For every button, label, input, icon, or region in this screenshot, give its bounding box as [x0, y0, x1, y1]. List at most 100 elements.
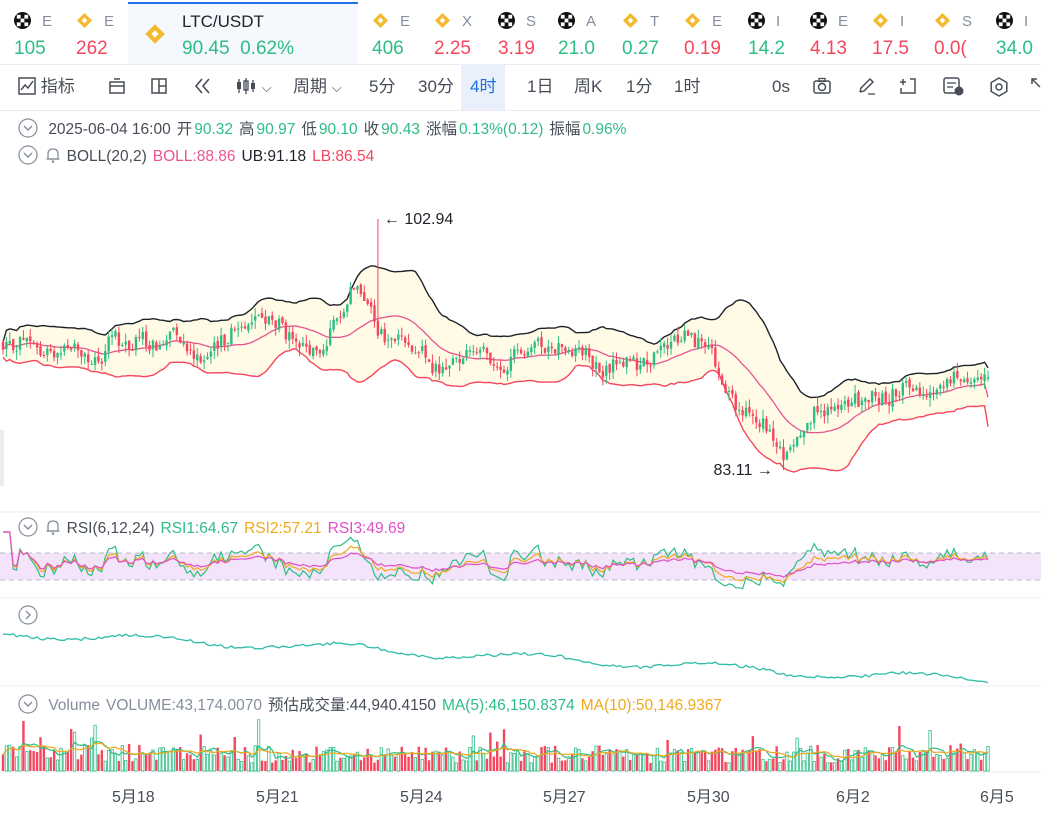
ticker-item[interactable]: S 3.19	[498, 6, 550, 62]
candlestick	[823, 403, 826, 424]
ticker-item[interactable]: E 0.19	[684, 6, 736, 62]
ohlc-legend: 2025-06-04 16:00 开 90.32 高 90.97 低 90.10 收 90.43…	[18, 117, 632, 139]
candlestick	[570, 347, 574, 358]
candlestick	[349, 281, 352, 306]
candlestick	[686, 329, 690, 336]
collapse-icon[interactable]	[18, 118, 38, 138]
candlestick	[175, 323, 179, 342]
volume-bar	[938, 755, 942, 772]
bell-icon[interactable]	[44, 518, 62, 536]
interval-tab[interactable]: 周K	[574, 77, 603, 96]
interval-tab[interactable]: 4时	[461, 64, 506, 110]
ticker-item[interactable]: LTC/USDT 90.45 0.62%	[128, 2, 358, 64]
volume-bar	[546, 747, 550, 772]
candlestick	[482, 342, 485, 352]
volume-bar	[570, 754, 574, 771]
candlestick	[564, 345, 567, 356]
volume-bar	[775, 746, 778, 771]
third-pane-toggle[interactable]	[18, 605, 38, 630]
collapse-icon[interactable]	[18, 517, 38, 537]
candlestick	[922, 386, 925, 400]
volume-bar	[850, 759, 854, 772]
collapse-icon[interactable]	[18, 145, 38, 165]
volume-bar	[148, 753, 151, 771]
collapse-icon[interactable]	[18, 694, 38, 714]
ticker-item[interactable]: E 262	[76, 6, 128, 62]
candlestick	[369, 297, 373, 314]
volume-bar	[35, 752, 39, 771]
ticker-item[interactable]: I 34.0	[996, 6, 1041, 62]
volume-bar	[383, 754, 386, 771]
volume-bar	[969, 754, 973, 772]
chart-type-button[interactable]: ⌵	[235, 64, 272, 110]
pencil-icon[interactable]	[857, 77, 877, 95]
interval-tab[interactable]: 1日	[527, 77, 554, 96]
interval-tab[interactable]: 1时	[674, 77, 701, 96]
candlestick	[618, 356, 622, 364]
candlestick	[25, 337, 29, 348]
candlestick	[179, 336, 182, 344]
volume-bar	[642, 753, 646, 772]
camera-icon[interactable]	[812, 77, 832, 95]
chevron-right-icon[interactable]	[18, 605, 38, 625]
volume-bar	[427, 760, 431, 771]
candlestick	[32, 339, 35, 345]
scroll-handle[interactable]	[0, 430, 4, 486]
candlestick	[492, 357, 495, 372]
ticker-item[interactable]: I 14.2	[748, 6, 800, 62]
candlestick	[209, 346, 213, 364]
volume-bar	[625, 749, 629, 772]
candlestick	[414, 346, 417, 355]
candlestick	[465, 344, 468, 362]
indicators-button[interactable]: 指标	[18, 64, 75, 110]
period-button[interactable]: 周期 ⌵	[293, 64, 342, 110]
candlestick	[870, 390, 874, 407]
volume-bar	[812, 761, 816, 772]
ticker-item[interactable]: E 406	[372, 6, 424, 62]
ticker-item[interactable]: E 4.13	[810, 6, 862, 62]
ticker-item[interactable]: X 2.25	[434, 6, 486, 62]
okx-icon	[996, 12, 1013, 29]
candlestick	[83, 351, 86, 365]
volume-bar	[908, 751, 911, 771]
okx-icon	[14, 12, 31, 29]
ticker-item[interactable]: T 0.27	[622, 6, 674, 62]
interval-tab[interactable]: 30分	[418, 77, 454, 96]
add-drawing-icon[interactable]	[898, 77, 918, 95]
layout-icon[interactable]	[150, 77, 168, 95]
candlestick	[536, 336, 540, 347]
candlestick	[601, 365, 605, 386]
ticker-item[interactable]: I 17.5	[872, 6, 924, 62]
ticker-item[interactable]: S 0.0(	[934, 6, 986, 62]
volume-bar	[693, 752, 697, 771]
interval-tab[interactable]: 5分	[369, 77, 396, 96]
candlestick	[724, 380, 727, 394]
volume-bar	[765, 761, 768, 771]
volume-bar	[772, 758, 775, 771]
volume-bar	[366, 748, 369, 771]
replay-icon[interactable]	[193, 77, 213, 95]
template-icon[interactable]	[108, 77, 126, 95]
candlestick	[403, 335, 407, 348]
ticker-item[interactable]: A 21.0	[558, 6, 610, 62]
candlestick	[15, 344, 18, 360]
volume-bar	[420, 759, 424, 772]
candlestick	[407, 333, 410, 348]
interval-tab[interactable]: 1分	[626, 77, 653, 96]
volume-bar	[55, 759, 60, 772]
volume-bar	[553, 745, 557, 771]
candlestick	[110, 328, 114, 346]
volume-bar	[788, 760, 792, 772]
candlestick	[257, 314, 260, 317]
candlestick	[131, 343, 134, 351]
volume-bar	[877, 758, 881, 771]
fullscreen-icon[interactable]	[1030, 77, 1041, 95]
settings-icon[interactable]	[989, 77, 1009, 97]
candlestick	[608, 363, 611, 380]
okx-icon	[748, 12, 765, 29]
candlestick	[676, 326, 680, 347]
bell-icon[interactable]	[44, 146, 62, 164]
ticker-item[interactable]: E 105	[14, 6, 66, 62]
volume-bar	[798, 747, 803, 772]
screener-icon[interactable]	[943, 77, 965, 97]
